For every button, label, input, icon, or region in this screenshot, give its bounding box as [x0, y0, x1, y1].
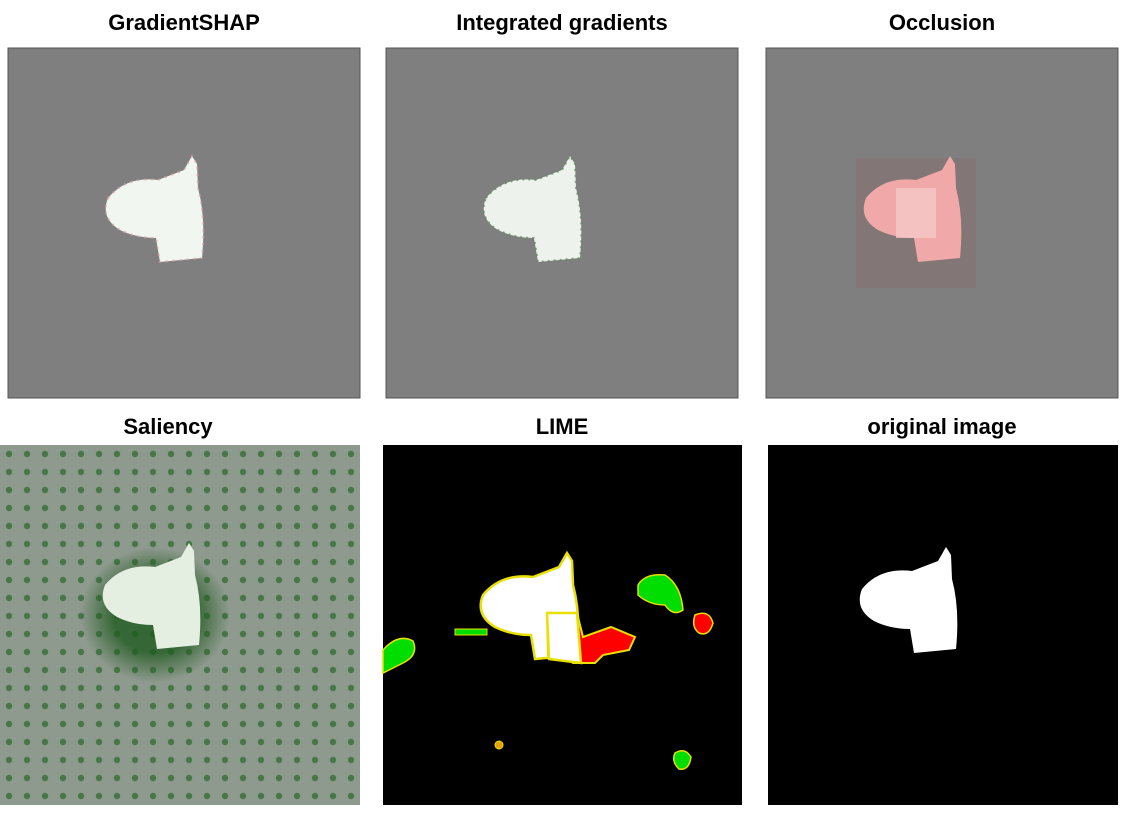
panel-image [385, 47, 739, 399]
panel-title: Occlusion [889, 10, 995, 35]
panel-title: LIME [536, 414, 589, 439]
panel-title: Integrated gradients [456, 10, 667, 35]
lime-region-negative [692, 612, 714, 635]
panel-image [765, 47, 1119, 399]
panel-title: Saliency [123, 414, 213, 439]
panel-image [7, 47, 361, 399]
panel-image [382, 445, 742, 805]
lime-region-positive [672, 750, 692, 770]
panel-image [768, 445, 1118, 805]
panel-image [0, 445, 360, 805]
lime-region-positive [382, 637, 416, 675]
lime-region-positive [454, 628, 488, 636]
lime-region-small [494, 740, 504, 750]
occlusion-cell [896, 188, 936, 238]
panel-title: original image [867, 414, 1016, 439]
lime-region [545, 611, 583, 665]
panel-title: GradientSHAP [108, 10, 260, 35]
lime-region-positive [637, 573, 684, 614]
